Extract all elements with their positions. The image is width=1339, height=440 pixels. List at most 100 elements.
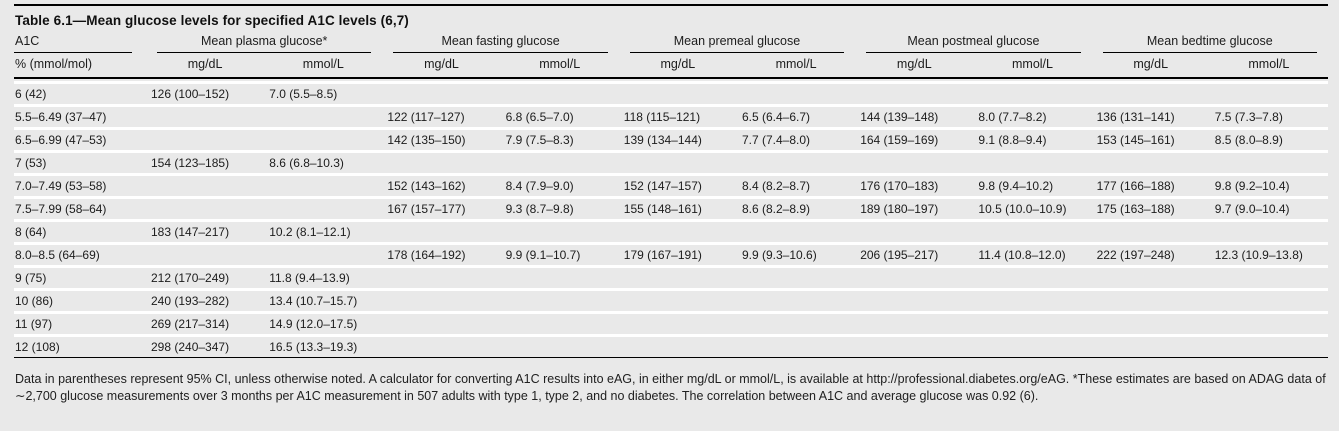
table-cell: 139 (134–144) [623,133,702,147]
table-cell [264,176,382,196]
unit-header: mg/dL [187,57,223,71]
column-group-header: Mean bedtime glucose [1102,34,1317,53]
table-cell [737,291,855,311]
table-cell: 206 (195–217) [860,248,939,262]
table-footnote: Data in parentheses represent 95% CI, un… [15,372,1326,403]
table-cell [382,84,500,104]
table-cell [619,314,737,334]
row-header-a1c: 9 (75) [15,271,47,285]
table-cell [382,337,500,357]
table-cell [146,130,264,150]
row-header-a1c: 6 (42) [15,87,47,101]
table-cell: 164 (159–169) [860,133,939,147]
unit-header: mg/dL [660,57,696,71]
table-cell [855,153,973,173]
table-cell [973,291,1091,311]
table-cell [264,199,382,219]
table-cell: 7.7 (7.4–8.0) [741,133,811,147]
table-cell [1210,268,1328,288]
table-cell [619,337,737,357]
column-group-header: Mean plasma glucose* [157,34,372,53]
table-cell: 175 (163–188) [1096,202,1175,216]
table-cell: 9.3 (8.7–9.8) [505,202,574,216]
column-header-a1c: A1C [14,34,132,53]
table-cell: 179 (167–191) [623,248,702,262]
row-header-a1c: 8 (64) [15,225,47,239]
table-cell [1092,222,1210,242]
table-cell: 183 (147–217) [151,225,230,239]
table-cell [737,153,855,173]
table-row: 9 (75) 212 (170–249) 11.8 (9.4–13.9) [14,265,1328,288]
table-cell: 9.8 (9.2–10.4) [1214,179,1290,193]
table-cell [619,222,737,242]
table-cell: 144 (139–148) [860,110,939,124]
table-row: 6 (42) 126 (100–152) 7.0 (5.5–8.5) [14,81,1328,104]
table-cell [382,222,500,242]
unit-header: mmol/L [539,57,581,71]
table-cell: 152 (147–157) [623,179,702,193]
table-cell [264,130,382,150]
table-cell [855,337,973,357]
row-header-a1c: 7.0–7.49 (53–58) [15,179,107,193]
table-cell: 153 (145–161) [1096,133,1175,147]
table-row: 7.5–7.99 (58–64) 167 (157–177) 9.3 (8.7–9.… [14,196,1328,219]
unit-header: mmol/L [775,57,817,71]
table-cell [973,314,1091,334]
units-row: % (mmol/mol) mg/dL mmol/L mg/dL mmol/L mg/dL m… [14,53,1328,77]
table-cell: 167 (157–177) [387,202,466,216]
table-cell [146,245,264,265]
table-cell: 9.8 (9.4–10.2) [978,179,1054,193]
table-cell: 7.9 (7.5–8.3) [505,133,574,147]
table-row: 11 (97) 269 (217–314) 14.9 (12.0–17.5) [14,311,1328,334]
table-cell [855,314,973,334]
row-header-a1c: 5.5–6.49 (37–47) [15,110,107,124]
table-cell [382,268,500,288]
table-cell: 177 (166–188) [1096,179,1175,193]
table-cell: 212 (170–249) [151,271,230,285]
table-cell: 152 (143–162) [387,179,466,193]
table-cell: 155 (148–161) [623,202,702,216]
table-cell [619,268,737,288]
table-cell: 10.2 (8.1–12.1) [269,225,351,239]
table-cell [146,107,264,127]
table-cell: 8.6 (8.2–8.9) [741,202,811,216]
table-cell [501,268,619,288]
table-cell [1210,222,1328,242]
table-cell [619,291,737,311]
row-header-a1c: 8.0–8.5 (64–69) [15,248,100,262]
table-cell [737,337,855,357]
table-row: 10 (86) 240 (193–282) 13.4 (10.7–15.7) [14,288,1328,311]
row-header-a1c: 7 (53) [15,156,47,170]
table-cell: 8.0 (7.7–8.2) [978,110,1047,124]
table-cell [1092,337,1210,357]
table-row: 12 (108) 298 (240–347) 16.5 (13.3–19.3) [14,334,1328,357]
table-cell [973,84,1091,104]
column-group-header: Mean fasting glucose [393,34,608,53]
top-border [14,4,1328,6]
table-row: 8.0–8.5 (64–69) 178 (164–192) 9.9 (9.1–10.… [14,242,1328,265]
table-cell [855,84,973,104]
column-group-header: Mean postmeal glucose [866,34,1081,53]
table-cell: 178 (164–192) [387,248,466,262]
table-cell: 142 (135–150) [387,133,466,147]
table-cell [501,84,619,104]
table-cell: 9.7 (9.0–10.4) [1214,202,1290,216]
table-cell: 9.9 (9.3–10.6) [741,248,817,262]
table-cell [973,337,1091,357]
table-cell [382,291,500,311]
table-cell: 11.8 (9.4–13.9) [269,271,350,285]
table-cell: 126 (100–152) [151,87,230,101]
unit-header-a1c: % (mmol/mol) [15,57,93,71]
table-cell [382,153,500,173]
table-cell: 9.9 (9.1–10.7) [505,248,581,262]
table-cell: 8.4 (7.9–9.0) [505,179,574,193]
table-cell: 6.8 (6.5–7.0) [505,110,574,124]
column-group-row: A1C Mean plasma glucose* Mean fasting gluc… [14,34,1328,53]
unit-header: mmol/L [1248,57,1290,71]
table-cell [1210,314,1328,334]
table-cell: 12.3 (10.9–13.8) [1214,248,1303,262]
table-cell [1092,291,1210,311]
table-cell: 16.5 (13.3–19.3) [269,340,358,354]
table-cell: 298 (240–347) [151,340,230,354]
table-cell [1092,84,1210,104]
